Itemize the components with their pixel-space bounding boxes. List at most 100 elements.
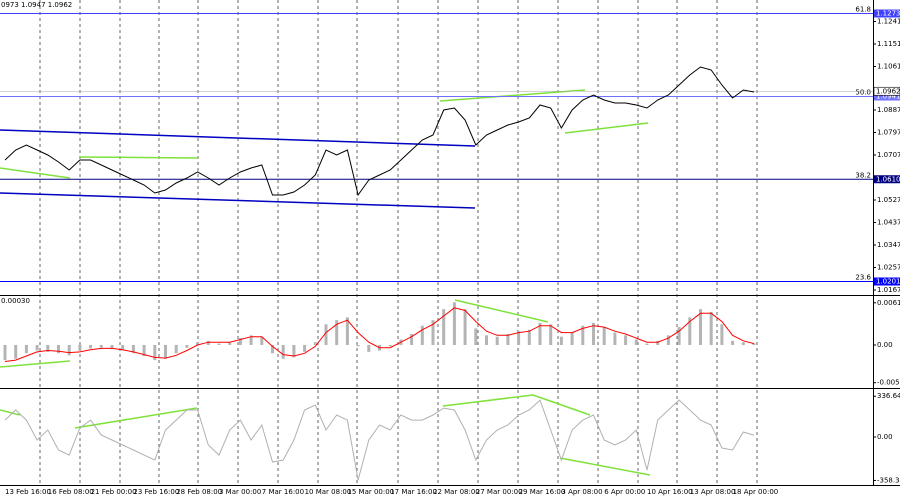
- macd-bar: [624, 335, 628, 345]
- macd-bar: [442, 309, 446, 345]
- y-tick-label: 1.0167: [877, 286, 900, 294]
- macd-bar: [24, 344, 28, 354]
- macd-bar: [303, 344, 307, 352]
- macd-bar: [634, 339, 638, 345]
- macd-bar: [206, 340, 210, 345]
- y-tick-label: 0.00: [877, 341, 893, 349]
- y-tick-label: 0.00612: [877, 299, 900, 307]
- macd-header: 0.00030: [1, 297, 30, 305]
- last-price-box: [873, 86, 900, 96]
- macd-bar: [99, 344, 103, 348]
- macd-bar: [452, 302, 456, 345]
- macd-bar: [741, 342, 745, 345]
- y-tick-label: 1.1151: [877, 40, 900, 48]
- y-tick-label: 336.644: [877, 392, 900, 400]
- macd-bar: [46, 344, 50, 352]
- fib-level-name: 50.0: [855, 89, 871, 97]
- level-box: [874, 92, 900, 101]
- y-tick-label: 1.0347: [877, 241, 900, 249]
- macd-bar: [67, 344, 71, 356]
- macd-bar: [14, 344, 18, 359]
- y-tick-label: 0.00: [877, 433, 893, 441]
- macd-bar: [367, 344, 371, 352]
- macd-bar: [217, 343, 221, 345]
- x-tick-label: 10 Apr 16:00: [647, 488, 693, 496]
- price-line: [4, 66, 755, 197]
- level-box: [874, 175, 900, 184]
- macd-bar: [752, 343, 756, 345]
- x-tick-label: 28 Feb 08:00: [176, 488, 222, 496]
- y-tick-label: 1.0797: [877, 129, 900, 137]
- macd-bar: [260, 336, 264, 345]
- macd-bar: [613, 332, 617, 345]
- macd-bar: [164, 344, 167, 359]
- macd-bar: [656, 340, 660, 345]
- level-box: [874, 9, 900, 18]
- x-tick-label: 17 Mar 16:00: [390, 488, 437, 496]
- y-tick-label: 1.0257: [877, 264, 900, 272]
- price-line: [4, 399, 755, 481]
- macd-bar: [431, 320, 435, 345]
- last-price-label: 1.0962: [876, 87, 900, 95]
- fib-level-name: 61.8: [855, 6, 871, 14]
- x-tick-label: 22 Mar 08:00: [433, 488, 480, 496]
- fib-level-name: 38.2: [855, 171, 871, 179]
- y-tick-label: 1.0887: [877, 106, 900, 114]
- macd-bar: [731, 340, 735, 345]
- macd-bar: [527, 329, 531, 345]
- macd-bar: [420, 325, 424, 345]
- x-tick-label: 18 Apr 00:00: [733, 488, 779, 496]
- frame: [0, 0, 900, 486]
- x-tick-label: 6 Apr 00:00: [604, 488, 645, 496]
- macd-bar: [142, 344, 146, 357]
- x-tick-label: 10 Mar 08:00: [305, 488, 352, 496]
- level-box-label: 1.0201: [876, 278, 900, 286]
- x-tick-label: 7 Mar 16:00: [262, 488, 304, 496]
- macd-bar: [581, 325, 585, 345]
- macd-bar: [485, 335, 488, 345]
- macd-bar: [313, 342, 317, 345]
- macd-bar: [131, 344, 135, 354]
- x-tick-label: 29 Mar 16:00: [519, 488, 566, 496]
- macd-bar: [592, 322, 595, 345]
- x-tick-label: 13 Apr 08:00: [690, 488, 736, 496]
- price-header: 0973 1.0947 1.0962: [1, 1, 72, 9]
- level-box-label: 1.1273: [876, 10, 900, 18]
- level-box-label: 1.0610: [876, 175, 900, 183]
- macd-bar: [121, 344, 125, 351]
- y-tick-label: 1.1061: [877, 63, 900, 71]
- macd-bar: [271, 344, 274, 354]
- macd-bar: [602, 327, 606, 345]
- macd-bar: [388, 344, 392, 347]
- y-tick-label: 1.1241: [877, 18, 900, 26]
- macd-bar: [709, 311, 713, 345]
- y-tick-label: -0.00547: [877, 379, 900, 387]
- x-tick-label: 3 Mar 00:00: [219, 488, 261, 496]
- macd-bar: [292, 344, 296, 358]
- macd-bar: [324, 324, 328, 345]
- macd-bar: [570, 332, 574, 345]
- macd-bar: [238, 338, 242, 345]
- x-tick-label: 21 Feb 00:00: [91, 488, 137, 496]
- x-tick-label: 23 Feb 16:00: [133, 488, 179, 496]
- signal-line: [4, 307, 755, 362]
- macd-bar: [153, 344, 157, 361]
- y-tick-label: 1.0527: [877, 196, 900, 204]
- fib-level-name: 23.6: [855, 274, 871, 282]
- macd-bar: [35, 344, 39, 351]
- macd-bar: [677, 327, 681, 345]
- macd-bar: [57, 344, 60, 354]
- x-tick-label: 16 Feb 08:00: [48, 488, 94, 496]
- macd-bar: [185, 344, 189, 348]
- macd-bar: [538, 322, 542, 345]
- x-tick-label: 13 Feb 16:00: [5, 488, 51, 496]
- macd-bar: [474, 328, 478, 345]
- macd-bar: [174, 344, 178, 354]
- macd-bar: [110, 344, 114, 350]
- macd-bar: [688, 317, 692, 345]
- macd-bar: [89, 344, 93, 349]
- macd-bar: [228, 342, 232, 345]
- macd-bar: [356, 344, 360, 347]
